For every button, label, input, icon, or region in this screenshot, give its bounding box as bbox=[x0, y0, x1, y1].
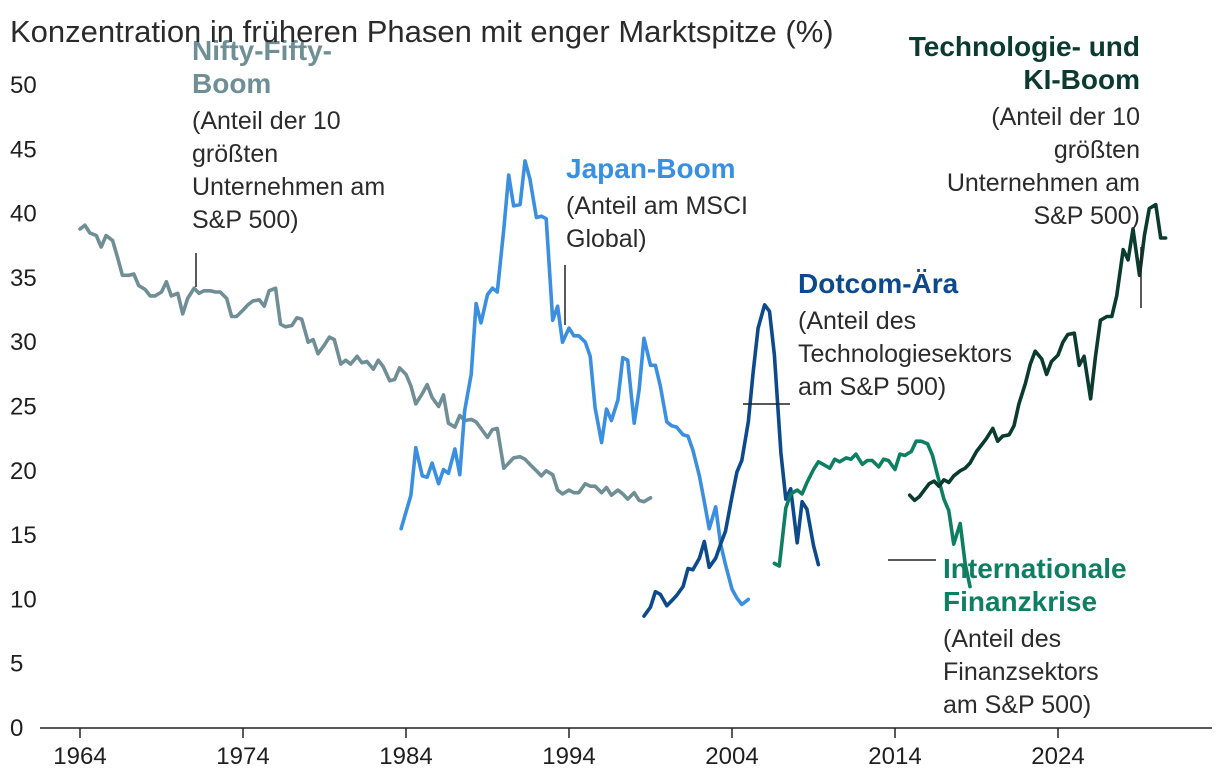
axes: 0 5 10 15 20 25 30 35 40 45 50 1964 1974 1984 1994 2004… bbox=[10, 72, 1212, 770]
annotation-subtext: (Anteil der 10 bbox=[991, 103, 1140, 131]
series-line-3 bbox=[772, 439, 972, 589]
y-tick-label: 30 bbox=[10, 329, 37, 356]
annotation-subtext: Unternehmen am bbox=[192, 173, 385, 201]
annotation-japan: Japan-Boom (Anteil am MSCI Global) bbox=[566, 153, 748, 253]
x-tick-label: 1974 bbox=[216, 743, 269, 770]
annotation-subtext: Unternehmen am bbox=[947, 169, 1140, 197]
annotation-dotcom: Dotcom-Ära (Anteil des Technologiesektors a… bbox=[798, 268, 1012, 401]
y-tick-label: 50 bbox=[10, 72, 37, 99]
x-tick-label: 2004 bbox=[705, 743, 758, 770]
annotation-subtext: größten bbox=[192, 140, 278, 168]
x-tick-label: 2024 bbox=[1031, 743, 1084, 770]
y-tick-label: 20 bbox=[10, 458, 37, 485]
annotation-subtext: Global) bbox=[566, 225, 647, 253]
x-tick-label: 1964 bbox=[53, 743, 106, 770]
annotation-heading: Nifty-Fifty- bbox=[192, 35, 332, 66]
chart-title: Konzentration in früheren Phasen mit eng… bbox=[10, 14, 834, 49]
annotation-heading: Technologie- und bbox=[909, 31, 1140, 62]
annotation-subtext: S&P 500) bbox=[1033, 202, 1140, 230]
annotation-heading: Internationale bbox=[943, 553, 1127, 584]
series-lines bbox=[78, 159, 1168, 618]
series-line-0 bbox=[78, 223, 653, 504]
y-tick-label: 40 bbox=[10, 201, 37, 228]
y-tick-label: 10 bbox=[10, 586, 37, 613]
annotation-heading: Finanzkrise bbox=[943, 586, 1097, 617]
annotation-subtext: (Anteil der 10 bbox=[192, 107, 341, 135]
series-line-1 bbox=[399, 159, 751, 607]
annotation-subtext: am S&P 500) bbox=[798, 373, 946, 401]
annotation-subtext: Technologiesektors bbox=[798, 340, 1012, 368]
annotation-nifty: Nifty-Fifty-Boom (Anteil der 10 größten Unt… bbox=[192, 35, 385, 234]
annotation-heading: Dotcom-Ära bbox=[798, 268, 959, 299]
y-tick-label: 15 bbox=[10, 522, 37, 549]
annotation-heading: KI-Boom bbox=[1023, 64, 1140, 95]
annotation-subtext: S&P 500) bbox=[192, 206, 299, 234]
annotation-subtext: (Anteil des bbox=[943, 625, 1061, 653]
y-tick-label: 5 bbox=[10, 651, 23, 678]
annotation-heading: Japan-Boom bbox=[566, 153, 736, 184]
annotation-subtext: (Anteil des bbox=[798, 307, 916, 335]
x-tick-label: 1994 bbox=[542, 743, 595, 770]
series-line-2 bbox=[642, 303, 821, 618]
annotations: Nifty-Fifty-Boom (Anteil der 10 größten Unt… bbox=[192, 31, 1142, 719]
y-tick-label: 45 bbox=[10, 136, 37, 163]
y-tick-label: 35 bbox=[10, 265, 37, 292]
annotation-subtext: am S&P 500) bbox=[943, 691, 1091, 719]
x-tick-label: 1984 bbox=[379, 743, 432, 770]
y-tick-label: 0 bbox=[10, 715, 23, 742]
annotation-heading: Boom bbox=[192, 68, 271, 99]
annotation-subtext: Finanzsektors bbox=[943, 658, 1099, 686]
annotation-subtext: größten bbox=[1054, 136, 1140, 164]
x-tick-label: 2014 bbox=[868, 743, 921, 770]
series-line-4 bbox=[907, 202, 1168, 503]
y-tick-label: 25 bbox=[10, 394, 37, 421]
annotation-subtext: (Anteil am MSCI bbox=[566, 192, 748, 220]
